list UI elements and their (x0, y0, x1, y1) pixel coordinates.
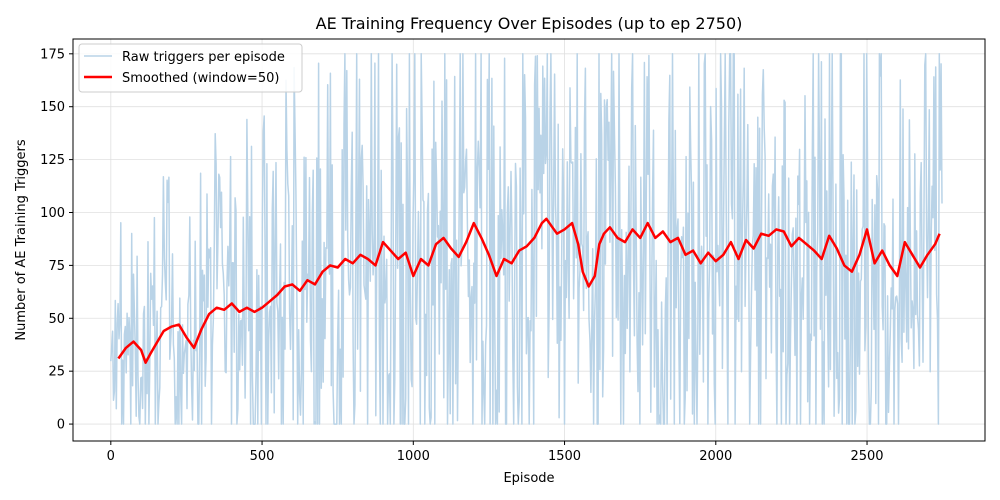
y-tick-label: 100 (40, 206, 65, 221)
y-tick-label: 75 (48, 259, 65, 274)
y-tick-label: 50 (48, 312, 65, 327)
legend-label-smoothed: Smoothed (window=50) (122, 71, 279, 86)
x-tick-label: 2500 (850, 449, 883, 464)
raw-series-line (110, 53, 943, 425)
y-tick-label: 0 (57, 418, 65, 433)
y-tick-label: 150 (40, 100, 65, 115)
x-tick-label: 2000 (699, 449, 732, 464)
x-tick-label: 1000 (397, 449, 430, 464)
y-tick-label: 175 (40, 47, 65, 62)
x-tick-label: 1500 (548, 449, 581, 464)
y-tick-label: 25 (48, 365, 65, 380)
legend-label-raw: Raw triggers per episode (122, 50, 285, 65)
legend-box (78, 43, 303, 93)
plot-frame (72, 38, 986, 442)
x-axis: 0 500 1000 1500 2000 2500 (107, 441, 884, 464)
y-axis: 0 25 50 75 100 125 150 175 (40, 47, 73, 433)
x-tick-label: 500 (250, 449, 275, 464)
legend: Raw triggers per episode Smoothed (windo… (78, 43, 303, 93)
smoothed-series-line (117, 217, 941, 364)
x-axis-label: Episode (503, 471, 554, 486)
chart-title: AE Training Frequency Over Episodes (up … (316, 14, 743, 33)
y-tick-label: 125 (40, 153, 65, 168)
plot-area (110, 53, 943, 425)
x-tick-label: 0 (107, 449, 115, 464)
y-axis-label: Number of AE Training Triggers (14, 139, 29, 341)
